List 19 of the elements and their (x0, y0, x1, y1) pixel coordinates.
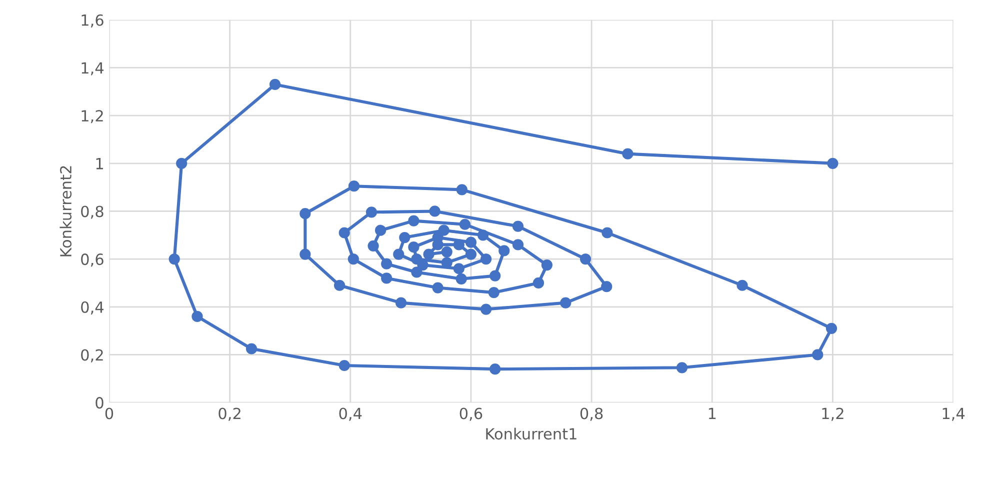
x-tick-label: 0,6 (460, 408, 482, 421)
y-tick-label: 0,2 (81, 349, 103, 362)
y-tick-label: 0 (96, 397, 104, 409)
x-tick-label: 0,8 (580, 408, 603, 421)
y-tick-label: 1 (96, 158, 103, 170)
x-axis-title: Konkurrent1 (486, 428, 576, 440)
x-tick-label: 1 (708, 408, 716, 420)
x-tick-label: 0,2 (218, 408, 240, 421)
y-tick-label: 0,6 (81, 254, 104, 267)
y-tick-label: 1,4 (82, 62, 104, 76)
x-tick-label: 0 (105, 408, 114, 420)
x-tick-label: 1,4 (942, 408, 965, 421)
y-axis-title: Konkurrent2 (60, 166, 72, 256)
x-tick-label: 1,2 (822, 408, 844, 421)
x-tick-label: 0,4 (339, 408, 362, 421)
y-tick-label: 0,8 (81, 206, 104, 219)
y-tick-label: 1,2 (82, 110, 103, 124)
y-tick-label: 0,4 (81, 301, 104, 314)
y-tick-label: 1,6 (82, 14, 104, 28)
